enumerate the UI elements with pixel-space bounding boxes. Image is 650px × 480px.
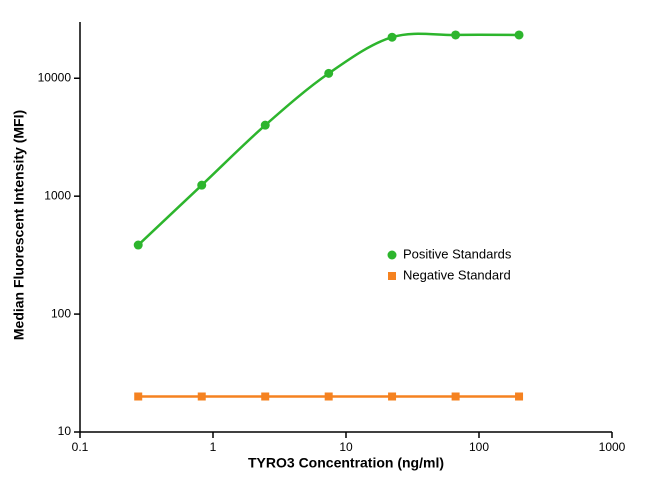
point — [514, 30, 524, 40]
legend-marker — [387, 250, 397, 260]
point — [515, 392, 524, 401]
point — [133, 240, 143, 250]
point — [451, 392, 460, 401]
point — [197, 180, 207, 190]
x-tick-label: 1000 — [599, 440, 626, 454]
x-tick-label: 1 — [210, 440, 217, 454]
series-line — [137, 32, 520, 246]
point — [261, 392, 270, 401]
x-tick-label: 0.1 — [72, 440, 89, 454]
point — [324, 392, 333, 401]
x-tick-label: 100 — [469, 440, 489, 454]
y-tick-label: 10000 — [38, 70, 72, 84]
x-tick-label: 10 — [339, 440, 353, 454]
point — [197, 392, 206, 401]
legend-text: Negative Standard — [403, 267, 511, 282]
y-axis-title: Median Fluorescent Intensity (MFI) — [11, 110, 27, 340]
legend-marker — [388, 272, 396, 280]
x-axis-title: TYRO3 Concentration (ng/ml) — [248, 455, 444, 471]
y-tick-label: 10 — [58, 424, 72, 438]
point — [451, 30, 461, 40]
legend-text: Positive Standards — [403, 246, 512, 261]
point — [324, 68, 334, 78]
y-tick-label: 100 — [51, 306, 71, 320]
point — [134, 392, 143, 401]
y-tick-label: 1000 — [44, 188, 71, 202]
point — [388, 392, 397, 401]
point — [387, 32, 397, 42]
point — [260, 120, 270, 130]
